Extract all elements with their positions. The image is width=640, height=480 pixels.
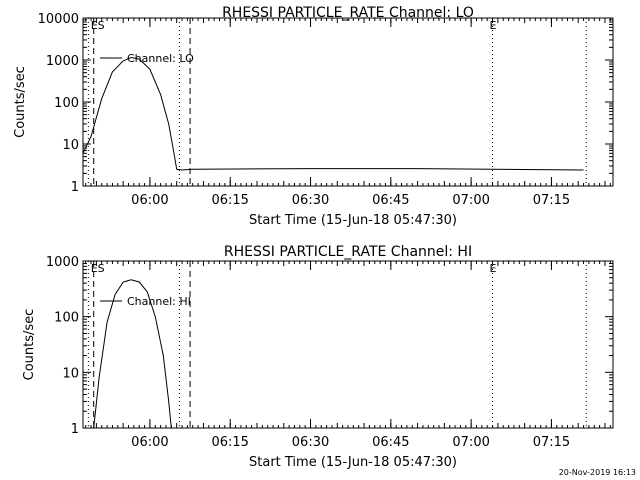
marker-label: ES xyxy=(91,262,105,275)
x-tick-label: 06:00 xyxy=(131,193,168,208)
y-tick-label: 100 xyxy=(54,311,79,326)
footer-timestamp: 20-Nov-2019 16:13 xyxy=(559,468,636,477)
series-line xyxy=(82,56,584,171)
y-axis-label: Counts/sec xyxy=(22,309,37,381)
marker-label: E xyxy=(490,19,497,32)
x-tick-label: 06:00 xyxy=(131,435,168,450)
y-tick-label: 10 xyxy=(62,138,79,153)
y-tick-label: 100 xyxy=(54,96,79,111)
y-axis-label: Counts/sec xyxy=(13,66,28,138)
y-tick-label: 1 xyxy=(71,180,79,195)
series-line xyxy=(93,279,172,429)
y-tick-label: 10 xyxy=(62,366,79,381)
marker-label: ES xyxy=(91,19,105,32)
x-tick-label: 06:30 xyxy=(292,435,329,450)
x-axis-label: Start Time (15-Jun-18 05:47:30) xyxy=(249,455,457,470)
y-tick-label: 1000 xyxy=(46,54,79,69)
x-tick-label: 06:45 xyxy=(372,435,409,450)
marker-label: E xyxy=(490,262,497,275)
x-tick-label: 07:15 xyxy=(533,435,570,450)
y-tick-label: 1000 xyxy=(46,255,79,270)
panel-lo: RHESSI PARTICLE_RATE Channel: LO 1 10 100 10… xyxy=(13,5,614,228)
legend-label: Channel: LO xyxy=(127,52,194,65)
panel-hi: RHESSI PARTICLE_RATE Channel: HI 1 10 100 10… xyxy=(22,244,614,470)
x-tick-label: 07:15 xyxy=(533,193,570,208)
x-tick-label: 06:15 xyxy=(211,193,248,208)
x-axis-label: Start Time (15-Jun-18 05:47:30) xyxy=(249,213,457,228)
x-tick-label: 06:45 xyxy=(372,193,409,208)
x-tick-label: 06:30 xyxy=(292,193,329,208)
chart-title: RHESSI PARTICLE_RATE Channel: HI xyxy=(224,244,472,260)
x-tick-label: 07:00 xyxy=(452,435,489,450)
y-tick-label: 10000 xyxy=(38,12,79,27)
plot-frame xyxy=(82,260,614,429)
legend-label: Channel: HI xyxy=(127,295,191,308)
y-tick-label: 1 xyxy=(71,422,79,437)
x-tick-label: 07:00 xyxy=(452,193,489,208)
chart-title: RHESSI PARTICLE_RATE Channel: LO xyxy=(222,5,474,21)
x-tick-label: 06:15 xyxy=(211,435,248,450)
